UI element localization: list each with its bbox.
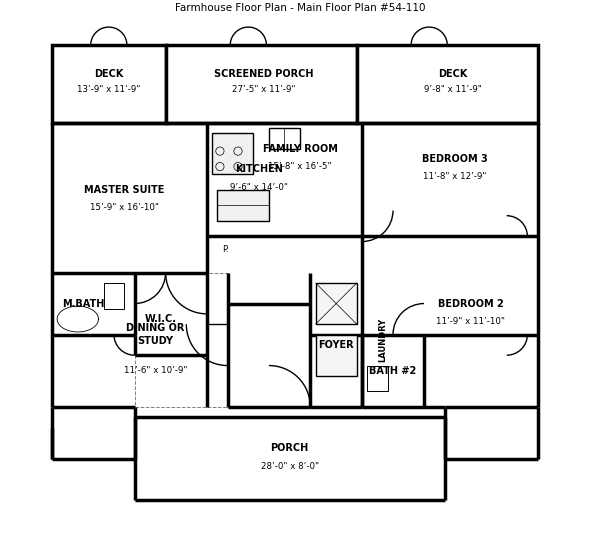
Text: KITCHEN: KITCHEN xyxy=(235,164,283,174)
Text: LAUNDRY: LAUNDRY xyxy=(378,318,387,362)
Text: DINING OR
STUDY: DINING OR STUDY xyxy=(126,323,184,346)
Text: PORCH: PORCH xyxy=(271,443,309,453)
Text: 11’-6" x 10’-9": 11’-6" x 10’-9" xyxy=(124,366,187,375)
Text: P.: P. xyxy=(222,245,229,254)
Text: 13’-9" x 11’-9": 13’-9" x 11’-9" xyxy=(77,85,140,94)
Text: Farmhouse Floor Plan - Main Floor Plan #54-110: Farmhouse Floor Plan - Main Floor Plan #… xyxy=(175,3,425,13)
Text: M.BATH: M.BATH xyxy=(62,298,104,309)
Text: 15’-9" x 16’-10": 15’-9" x 16’-10" xyxy=(90,204,159,213)
Bar xyxy=(217,190,269,221)
Text: 28’-0" x 8’-0": 28’-0" x 8’-0" xyxy=(260,462,319,471)
Text: W.I.C.: W.I.C. xyxy=(145,314,176,324)
Text: FAMILY ROOM: FAMILY ROOM xyxy=(263,143,337,154)
Text: 11’-8" x 12’-9": 11’-8" x 12’-9" xyxy=(423,173,487,181)
Bar xyxy=(367,366,388,391)
Text: MASTER SUITE: MASTER SUITE xyxy=(84,185,164,195)
Text: BEDROOM 2: BEDROOM 2 xyxy=(437,298,503,309)
Text: DECK: DECK xyxy=(94,69,124,78)
Text: 15’-8" x 16’-5": 15’-8" x 16’-5" xyxy=(268,162,332,171)
Bar xyxy=(212,133,253,174)
Text: BEDROOM 3: BEDROOM 3 xyxy=(422,154,488,164)
Bar xyxy=(166,45,357,123)
Text: DECK: DECK xyxy=(438,69,467,78)
Text: 9’-6" x 14’-0": 9’-6" x 14’-0" xyxy=(230,183,287,192)
Bar xyxy=(357,45,538,123)
Bar xyxy=(269,128,300,149)
Text: 9’-8" x 11’-9": 9’-8" x 11’-9" xyxy=(424,85,481,94)
Text: 27’-5" x 11’-9": 27’-5" x 11’-9" xyxy=(232,85,296,94)
Bar xyxy=(316,283,357,324)
Bar xyxy=(104,283,124,309)
Text: SCREENED PORCH: SCREENED PORCH xyxy=(214,69,314,78)
Text: 11’-9" x 11’-10": 11’-9" x 11’-10" xyxy=(436,317,505,326)
Text: BATH #2: BATH #2 xyxy=(370,366,416,376)
Text: FOYER: FOYER xyxy=(319,340,354,350)
Bar xyxy=(316,335,357,376)
Bar xyxy=(52,45,166,123)
